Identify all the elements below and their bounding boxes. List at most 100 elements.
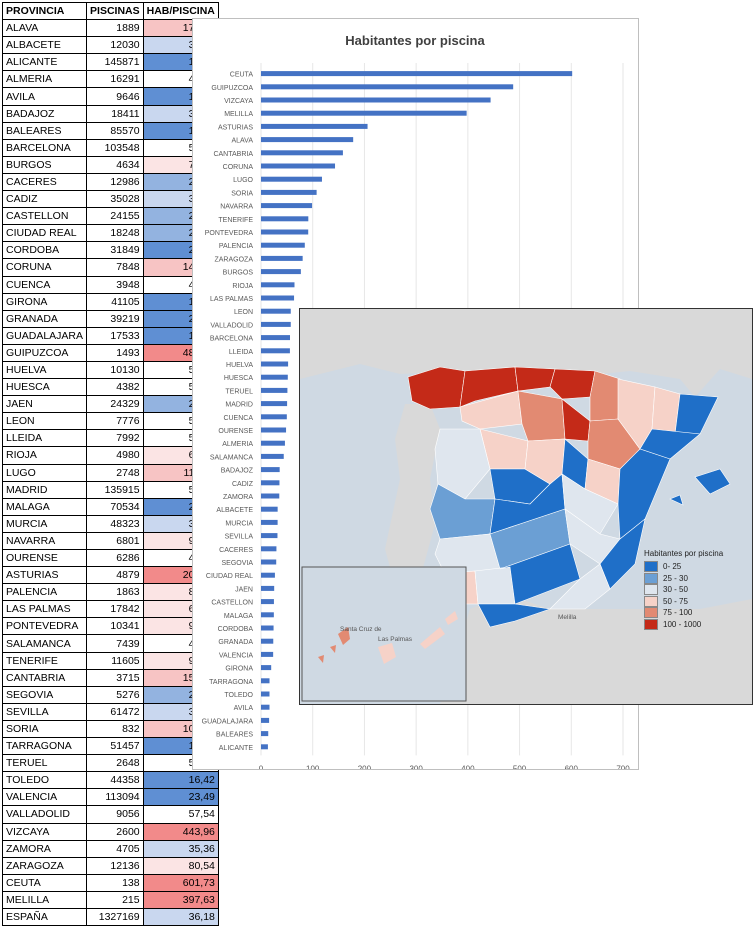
cell-hab-piscina: 601,73 [142, 873, 219, 892]
table-body: ALAVA1889178,24ALBACETE1203032,18ALICANT… [1, 19, 219, 926]
bar [261, 163, 336, 169]
cell-piscinas: 4879 [86, 566, 144, 585]
category-label: CADIZ [232, 481, 254, 488]
cell-hab-piscina: 35,36 [142, 839, 219, 858]
legend-item: 30 - 50 [644, 584, 723, 596]
category-label: MALAGA [224, 613, 254, 620]
cell-piscinas: 31849 [86, 241, 144, 260]
cell-provincia: VALENCIA [1, 788, 88, 807]
bar-chart: Habitantes por piscina 0 100 200 300 400 500 60… [202, 33, 631, 769]
table-row: LLEIDA799255,91 [1, 429, 219, 448]
bar [261, 467, 280, 473]
canary-gran-canaria [378, 643, 396, 664]
cell-piscinas: 7992 [86, 429, 144, 448]
cell-piscinas: 6801 [86, 531, 144, 551]
legend-label: 100 - 1000 [663, 619, 702, 629]
table-row: SEGOVIA527629,43 [1, 685, 219, 704]
cell-provincia: ZAMORA [1, 839, 88, 858]
table-row: TARRAGONA5145716,47 [1, 737, 219, 756]
table-row: CACERES1298629,83 [1, 172, 219, 192]
category-label: GRANADA [218, 639, 253, 646]
table-row: TERUEL264851,07 [1, 754, 219, 773]
map-legend: Habitantes por piscina 0- 25 25 - 30 30 - … [644, 549, 723, 630]
category-label: OURENSE [218, 428, 253, 435]
canary-lanzarote [445, 611, 458, 625]
table-row: ZAMORA 4705 35,36 [1, 839, 219, 858]
spain-map: Santa Cruz de Las Palmas Melilla [300, 309, 752, 704]
bar [261, 453, 284, 459]
bar [261, 203, 313, 209]
bar [261, 427, 287, 433]
cell-provincia: GIRONA [1, 292, 88, 311]
table-row: CIUDAD REAL1824826,91 [1, 224, 219, 243]
map-label-santa-cruz: Santa Cruz de [340, 626, 382, 633]
category-label: PALENCIA [219, 243, 253, 250]
category-label: ALBACETE [216, 507, 253, 514]
region-north-galicia [407, 366, 466, 410]
x-tick-label: 0 [259, 764, 264, 769]
cell-provincia: CORUNA [1, 258, 88, 277]
table-row: CADIZ3502835,70 [1, 190, 219, 209]
table-header-1: PISCINAS [86, 1, 144, 21]
category-label: JAEN [235, 586, 253, 593]
table-row: HUELVA1013052,40 [1, 360, 219, 380]
legend-label: 0- 25 [663, 562, 682, 572]
table-row: TOLEDO 44358 16,42 [1, 771, 219, 790]
chart-title: Habitantes por piscina [345, 33, 485, 48]
cell-piscinas: 113094 [86, 788, 144, 807]
cell-piscinas: 17533 [86, 326, 144, 345]
cell-provincia: CIUDAD REAL [1, 224, 88, 243]
cell-piscinas: 1889 [86, 19, 144, 38]
legend-item: 50 - 75 [644, 595, 723, 608]
bar [261, 176, 322, 182]
cell-provincia: ALBACETE [1, 36, 88, 55]
cell-hab-piscina: 57,54 [142, 805, 219, 824]
region-baleares-ibiza [669, 494, 684, 506]
cell-provincia: MADRID [1, 480, 88, 499]
table-row: OURENSE628648,45 [1, 548, 219, 568]
bar [261, 255, 303, 261]
cell-provincia: BALEARES [1, 121, 88, 140]
bar [261, 361, 289, 367]
land-mass [300, 309, 752, 397]
category-label: HUELVA [226, 362, 253, 369]
cell-piscinas: 7848 [86, 258, 144, 277]
category-label: HUESCA [224, 375, 254, 382]
bar [261, 717, 270, 723]
category-label: SALAMANCA [210, 454, 254, 461]
bar [261, 612, 274, 618]
legend-item: 25 - 30 [644, 572, 723, 585]
table-row: CANTABRIA3715158,39 [1, 668, 219, 687]
table-row: CORDOBA3184924,30 [1, 241, 219, 260]
table-row: GRANADA3921923,72 [1, 309, 219, 328]
bar [261, 216, 309, 222]
cell-hab-piscina: 36,18 [142, 907, 219, 926]
cell-provincia: MURCIA [1, 514, 88, 533]
cell-provincia: MALAGA [1, 497, 88, 516]
cell-provincia: LLEIDA [1, 429, 88, 448]
bar [261, 71, 573, 77]
africa-land [440, 594, 752, 704]
region-malaga-cadiz [477, 603, 551, 628]
bar [261, 651, 274, 657]
category-label: TARRAGONA [209, 679, 253, 686]
table-row: MURCIA4832332,13 [1, 514, 219, 533]
category-label: MADRID [225, 402, 253, 409]
bar [261, 665, 272, 671]
cell-piscinas: 18248 [86, 224, 144, 243]
category-label: ALMERIA [222, 441, 253, 448]
x-tick-label: 100 [306, 764, 320, 769]
bar [261, 137, 354, 143]
category-label: VALLADOLID [210, 322, 253, 329]
bar [261, 150, 343, 156]
bar [261, 295, 295, 301]
table-row: GUADALAJARA1753315,66 [1, 326, 219, 345]
table-row: SORIA832107,55 [1, 719, 219, 739]
table-row: MALAGA7053424,83 [1, 497, 219, 516]
table-row: CORUNA7848143,15 [1, 258, 219, 277]
bar [261, 506, 278, 512]
cell-piscinas: 7776 [86, 412, 144, 431]
bar [261, 519, 278, 525]
bar [261, 533, 278, 539]
category-label: GUADALAJARA [202, 718, 254, 725]
